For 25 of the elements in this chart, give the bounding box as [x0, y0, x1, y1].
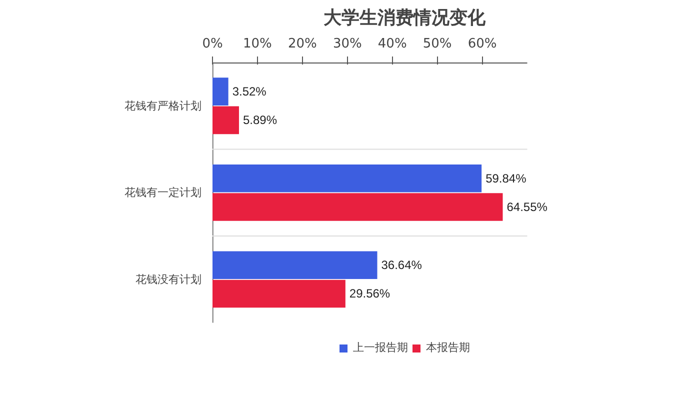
y-tick-label: 花钱有一定计划	[124, 186, 202, 200]
legend-label: 上一报告期	[353, 340, 408, 355]
data-label: 29.56%	[349, 286, 390, 301]
x-tick-label: 10%	[243, 36, 272, 52]
bar	[212, 193, 503, 221]
data-label: 36.64%	[381, 258, 422, 272]
y-tick-label: 花钱没有计划	[136, 272, 202, 286]
bar	[212, 106, 239, 134]
data-label: 59.84%	[486, 171, 527, 186]
legend-label: 本报告期	[426, 340, 470, 355]
y-tick-label: 花钱有严格计划	[124, 99, 202, 112]
data-label: 3.52%	[232, 84, 267, 99]
bar	[212, 78, 228, 106]
bar	[212, 251, 378, 279]
chart-title: 大学生消费情况变化	[322, 8, 486, 28]
bar	[212, 280, 346, 308]
x-tick-label: 50%	[422, 36, 452, 52]
x-tick-label: 60%	[468, 36, 497, 52]
data-label: 5.89%	[242, 113, 278, 128]
bar	[212, 164, 482, 192]
x-tick-label: 20%	[288, 36, 317, 52]
x-tick-label: 0%	[202, 36, 223, 52]
data-label: 64.55%	[506, 200, 548, 214]
x-tick-label: 40%	[378, 36, 407, 52]
x-tick-label: 30%	[332, 36, 362, 52]
